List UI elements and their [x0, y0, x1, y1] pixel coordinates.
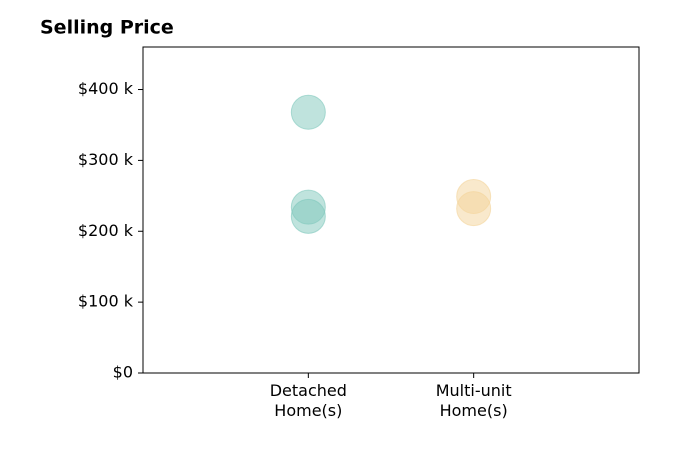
y-tick-label: $300 k [78, 150, 134, 169]
y-tick-label: $400 k [78, 79, 134, 98]
x-tick-label: Multi-unit Home(s) [435, 381, 512, 420]
y-tick-label: $100 k [78, 292, 134, 311]
point [290, 198, 326, 234]
x-tick-label: Detached Home(s) [269, 381, 347, 420]
point [456, 191, 492, 227]
chart-title: Selling Price [40, 17, 174, 39]
y-tick-label: $0 [113, 363, 133, 382]
y-tick-label: $200 k [78, 221, 134, 240]
point [290, 94, 326, 130]
plot-frame [142, 46, 640, 374]
